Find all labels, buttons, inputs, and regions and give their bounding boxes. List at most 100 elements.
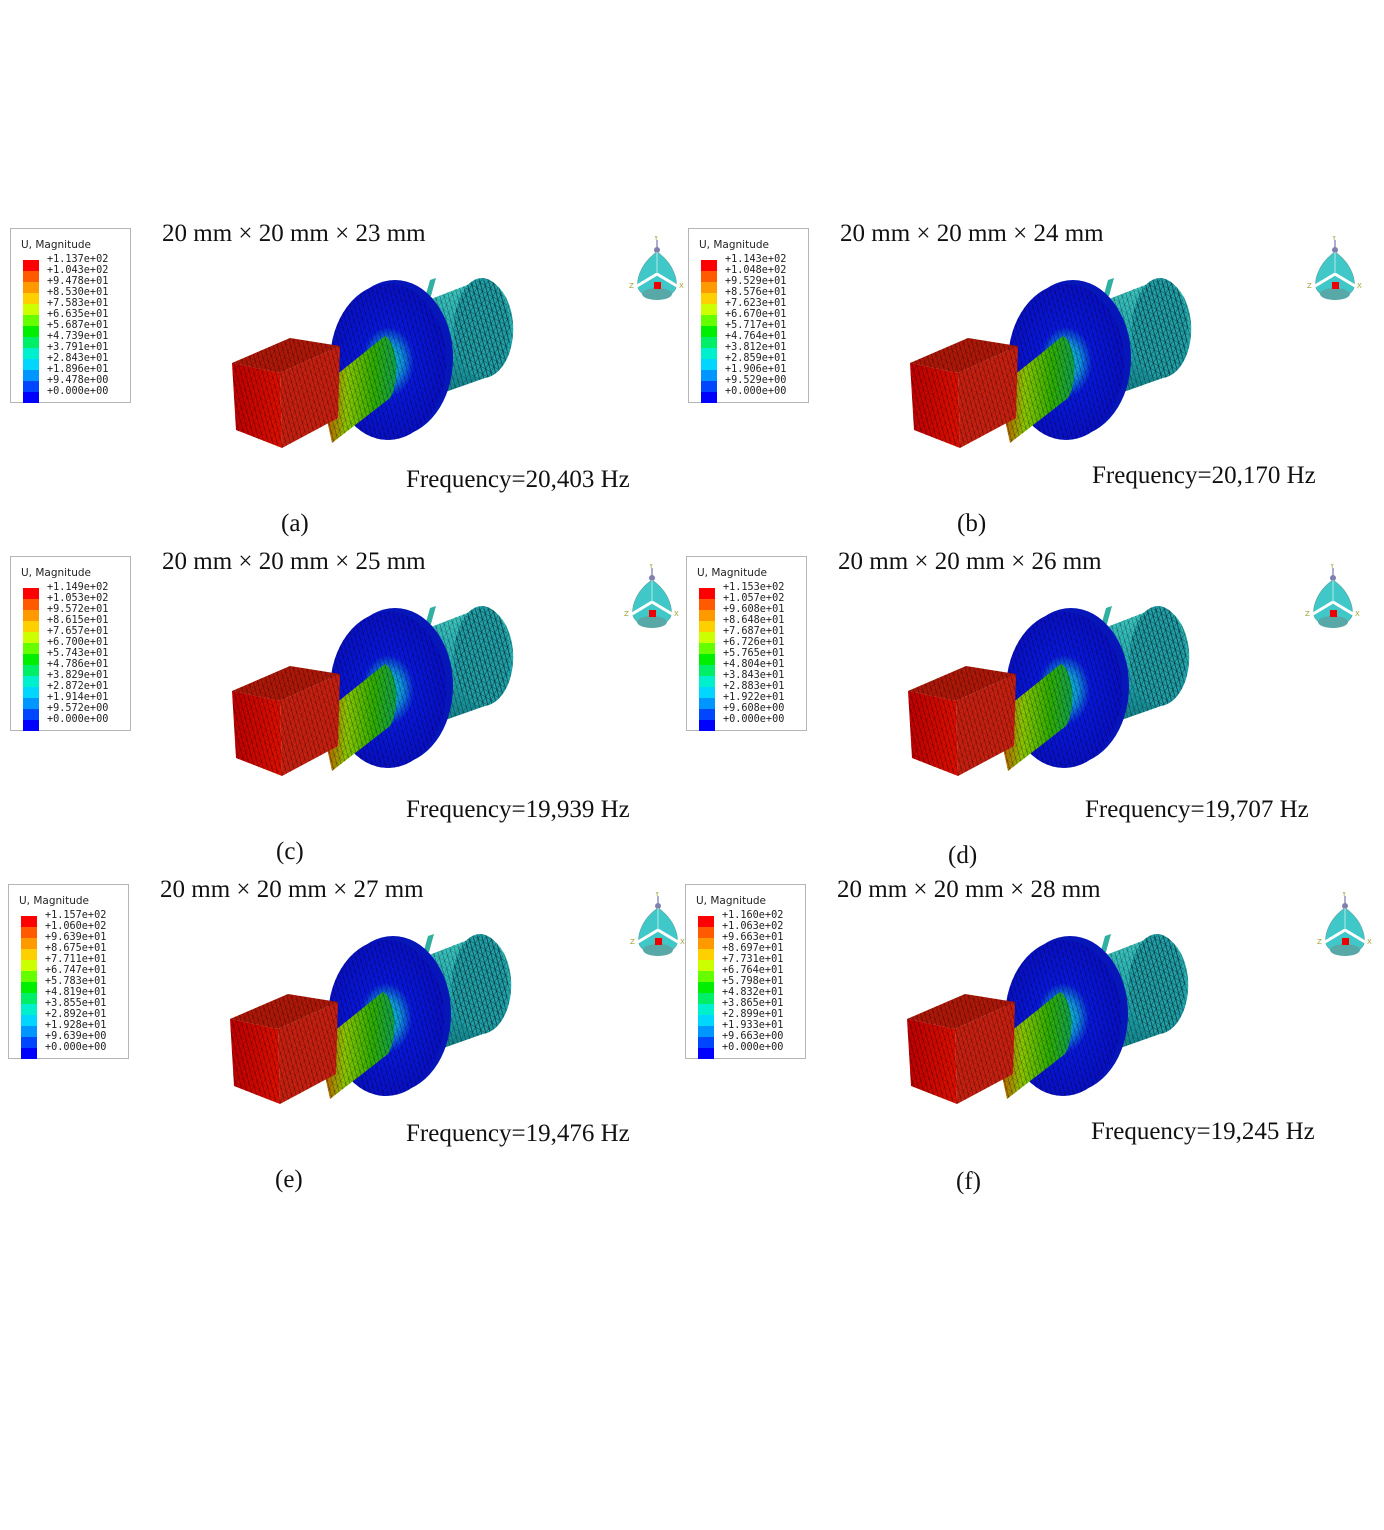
legend-value: +1.922e+01 (723, 692, 784, 703)
model-dimensions: 20 mm × 20 mm × 28 mm (837, 876, 1101, 904)
svg-text:Y: Y (648, 564, 654, 570)
panel-label: (c) (276, 838, 304, 866)
svg-text:Y: Y (1341, 892, 1347, 898)
legend-swatch (21, 1015, 37, 1026)
legend-value: +6.635e+01 (47, 309, 108, 320)
legend-swatch (701, 282, 717, 293)
frequency-label: Frequency=19,707 Hz (1085, 796, 1309, 824)
legend-value: +9.663e+01 (722, 932, 783, 943)
legend-value: +9.608e+00 (723, 703, 784, 714)
legend-swatch (23, 293, 39, 304)
legend-value: +8.530e+01 (47, 287, 108, 298)
legend-swatch (698, 1048, 714, 1059)
legend-swatch (23, 304, 39, 315)
legend-title: U, Magnitude (21, 239, 91, 251)
color-legend: U, Magnitude +1.137e+02 +1.043e+02 +9.478e… (10, 228, 131, 403)
legend-value: +3.791e+01 (47, 342, 108, 353)
legend-swatch (699, 621, 715, 632)
frequency-label: Frequency=20,170 Hz (1092, 462, 1316, 490)
panel-label: (b) (957, 510, 986, 538)
svg-text:X: X (1357, 282, 1362, 290)
panel-label: (f) (956, 1168, 981, 1196)
color-legend: U, Magnitude +1.143e+02 +1.048e+02 +9.529e… (688, 228, 809, 403)
legend-value: +5.783e+01 (45, 976, 106, 987)
legend-swatch (21, 916, 37, 927)
tip-block (910, 338, 1018, 448)
legend-swatch (21, 1004, 37, 1015)
legend-value: +9.608e+01 (723, 604, 784, 615)
tip-block (907, 994, 1015, 1104)
legend-value: +5.717e+01 (725, 320, 786, 331)
legend-value: +0.000e+00 (725, 386, 786, 397)
legend-value: +5.687e+01 (47, 320, 108, 331)
result-panel-f: U, Magnitude +1.160e+02 +1.063e+02 +9.663e… (675, 884, 1355, 1204)
result-panel-a: U, Magnitude +1.137e+02 +1.043e+02 +9.478e… (0, 228, 680, 548)
legend-value: +1.053e+02 (47, 593, 108, 604)
legend-swatch (23, 315, 39, 326)
legend-swatch (701, 359, 717, 370)
legend-value: +2.892e+01 (45, 1009, 106, 1020)
legend-swatch (701, 381, 717, 392)
legend-value: +1.137e+02 (47, 254, 108, 265)
legend-value: +7.623e+01 (725, 298, 786, 309)
result-panel-b: U, Magnitude +1.143e+02 +1.048e+02 +9.529e… (678, 228, 1358, 548)
legend-value: +6.700e+01 (47, 637, 108, 648)
legend-title: U, Magnitude (21, 567, 91, 579)
legend-swatch (21, 960, 37, 971)
legend-swatch (23, 632, 39, 643)
svg-text:Z: Z (1305, 610, 1310, 618)
legend-swatch (701, 304, 717, 315)
legend-title: U, Magnitude (19, 895, 89, 907)
legend-swatch (699, 687, 715, 698)
legend-swatch (698, 1015, 714, 1026)
legend-swatch (23, 698, 39, 709)
legend-value: +0.000e+00 (723, 714, 784, 725)
legend-swatch (23, 359, 39, 370)
legend-swatch (699, 610, 715, 621)
legend-value: +9.478e+01 (47, 276, 108, 287)
model-dimensions: 20 mm × 20 mm × 23 mm (162, 220, 426, 248)
frequency-label: Frequency=19,939 Hz (406, 796, 630, 824)
legend-swatch (23, 271, 39, 282)
legend-value: +2.899e+01 (722, 1009, 783, 1020)
svg-text:X: X (1367, 938, 1372, 946)
legend-swatch (23, 643, 39, 654)
color-legend: U, Magnitude +1.160e+02 +1.063e+02 +9.663e… (685, 884, 806, 1059)
tip-block (230, 994, 338, 1104)
legend-value: +8.697e+01 (722, 943, 783, 954)
legend-swatch (23, 621, 39, 632)
legend-values: +1.143e+02 +1.048e+02 +9.529e+01 +8.576e+01… (725, 254, 786, 397)
legend-value: +5.743e+01 (47, 648, 108, 659)
legend-swatch (23, 610, 39, 621)
tip-block (232, 666, 340, 776)
legend-swatch (701, 392, 717, 403)
frequency-label: Frequency=20,403 Hz (406, 466, 630, 494)
legend-swatch (701, 315, 717, 326)
legend-swatch (699, 665, 715, 676)
legend-value: +6.670e+01 (725, 309, 786, 320)
legend-swatch (698, 949, 714, 960)
legend-value: +3.829e+01 (47, 670, 108, 681)
legend-swatch (701, 271, 717, 282)
svg-text:Y: Y (654, 892, 660, 898)
svg-text:Z: Z (624, 610, 629, 618)
legend-value: +4.819e+01 (45, 987, 106, 998)
legend-swatch (698, 982, 714, 993)
model-dimensions: 20 mm × 20 mm × 25 mm (162, 548, 426, 576)
legend-value: +1.060e+02 (45, 921, 106, 932)
legend-swatch (23, 665, 39, 676)
legend-value: +4.832e+01 (722, 987, 783, 998)
legend-swatch (698, 1037, 714, 1048)
legend-swatch (21, 927, 37, 938)
legend-value: +1.914e+01 (47, 692, 108, 703)
svg-text:X: X (1355, 610, 1360, 618)
legend-values: +1.153e+02 +1.057e+02 +9.608e+01 +8.648e+01… (723, 582, 784, 725)
legend-color-bar (23, 588, 39, 720)
legend-value: +1.043e+02 (47, 265, 108, 276)
svg-text:Y: Y (1329, 564, 1335, 570)
legend-swatch (23, 370, 39, 381)
legend-value: +7.657e+01 (47, 626, 108, 637)
legend-value: +1.160e+02 (722, 910, 783, 921)
legend-swatch (23, 337, 39, 348)
legend-value: +3.855e+01 (45, 998, 106, 1009)
